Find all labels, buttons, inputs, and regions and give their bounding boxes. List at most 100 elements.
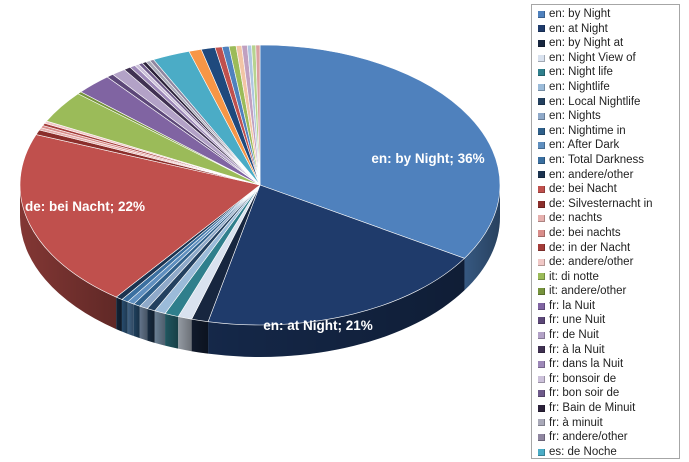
legend-swatch	[538, 346, 545, 354]
legend-item: en: Total Darkness	[534, 153, 679, 168]
pie-slice-slice-12	[19, 134, 261, 298]
legend-swatch	[538, 83, 545, 91]
legend-label: fr: à la Nuit	[549, 343, 605, 356]
legend-item: fr: bonsoir de	[534, 372, 679, 387]
legend-swatch	[538, 361, 545, 369]
legend-label: de: in der Nacht	[549, 241, 631, 254]
legend-swatch	[538, 448, 545, 456]
pie-side-shade-slice-9	[127, 301, 134, 337]
legend-label: en: Nightime in	[549, 124, 626, 137]
pie-chart-svg: en: by Night; 36% en: at Night; 21% de: be…	[19, 44, 501, 357]
legend-swatch	[538, 25, 545, 33]
legend-item: en: by Night at	[534, 36, 679, 51]
legend-swatch	[538, 419, 545, 427]
pie-side-shade-slice-5	[154, 310, 166, 346]
pie-side-shade-slice-11	[116, 297, 122, 332]
legend-swatch	[538, 375, 545, 383]
legend-item: fr: dans la Nuit	[534, 357, 679, 372]
legend-label: de: nachts	[549, 212, 603, 225]
legend: en: by Night en: at Night en: by Night at e…	[531, 4, 680, 459]
legend-label: es: de Noche	[549, 445, 617, 458]
legend-label: fr: la Nuit	[549, 299, 596, 312]
pie-side-shade-slice-12	[20, 185, 117, 330]
legend-item: fr: bon soir de	[534, 386, 679, 401]
legend-item: fr: la Nuit	[534, 299, 679, 314]
legend-label: it: andere/other	[549, 285, 627, 298]
pie-side-shade-slice-4	[165, 313, 179, 349]
legend-label: de: bei nachts	[549, 226, 621, 239]
legend-item: en: After Dark	[534, 138, 679, 153]
legend-swatch	[538, 331, 545, 339]
legend-item: de: bei nachts	[534, 226, 679, 241]
legend-item: fr: à minuit	[534, 416, 679, 431]
legend-label: en: by Night at	[549, 37, 624, 50]
pie-side-shade-slice-8	[133, 304, 140, 339]
legend-item: fr: à la Nuit	[534, 343, 679, 358]
legend-swatch	[538, 10, 545, 18]
pie-slice-slice-1	[207, 184, 466, 326]
legend-item: en: Night life	[534, 65, 679, 80]
legend-label: en: Night View of	[549, 51, 636, 64]
pie-side-walls	[20, 185, 500, 357]
legend-label: fr: bonsoir de	[549, 372, 617, 385]
legend-label: en: by Night	[549, 8, 611, 20]
legend-item: de: andere/other	[534, 255, 679, 270]
legend-label: en: Nightlife	[549, 80, 610, 93]
legend-swatch	[538, 127, 545, 135]
legend-item: en: andere/other	[534, 168, 679, 183]
legend-label: fr: à minuit	[549, 416, 603, 429]
pie-side-shade-slice-2	[191, 319, 209, 354]
legend-label: fr: andere/other	[549, 431, 628, 444]
legend-label: en: at Night	[549, 22, 608, 35]
legend-label: en: Total Darkness	[549, 153, 645, 166]
legend-label: fr: bon soir de	[549, 387, 620, 400]
legend-label: de: andere/other	[549, 256, 634, 269]
legend-label: de: Silvesternacht in	[549, 197, 653, 210]
legend-swatch	[538, 171, 545, 179]
legend-item: de: bei Nacht	[534, 182, 679, 197]
legend-item: en: by Night	[534, 7, 679, 22]
legend-swatch	[538, 258, 545, 266]
pie-side-shade-slice-3	[178, 316, 192, 352]
legend-label: en: Local Nightlife	[549, 95, 641, 108]
legend-swatch	[538, 390, 545, 398]
legend-swatch	[538, 244, 545, 252]
pie-side-shade-slice-6	[147, 308, 155, 343]
legend-swatch	[538, 142, 545, 150]
legend-item: en: Nightlife	[534, 80, 679, 95]
legend-item: en: Nightime in	[534, 124, 679, 139]
legend-swatch	[538, 54, 545, 62]
legend-label: fr: dans la Nuit	[549, 358, 624, 371]
legend-swatch	[538, 185, 545, 193]
legend-swatch	[538, 317, 545, 325]
legend-label: fr: Bain de Minuit	[549, 402, 636, 415]
legend-item: en: Local Nightlife	[534, 95, 679, 110]
legend-item: fr: une Nuit	[534, 313, 679, 328]
legend-item: fr: Bain de Minuit	[534, 401, 679, 416]
legend-label: it: di notte	[549, 270, 599, 283]
pie-slice-slice-0	[259, 44, 501, 259]
legend-swatch	[538, 288, 545, 296]
data-label-0: en: by Night; 36%	[371, 151, 484, 166]
legend-item: it: andere/other	[534, 284, 679, 299]
pie-side-shade-slice-10	[121, 299, 128, 334]
pie-top-face	[19, 44, 501, 326]
legend-label: fr: de Nuit	[549, 329, 599, 342]
data-label-2: de: bei Nacht; 22%	[25, 199, 145, 214]
legend-label: en: Nights	[549, 110, 601, 123]
legend-swatch	[538, 302, 545, 310]
legend-swatch	[538, 229, 545, 237]
legend-item: de: Silvesternacht in	[534, 197, 679, 212]
legend-swatch	[538, 156, 545, 164]
legend-item: de: in der Nacht	[534, 241, 679, 256]
legend-swatch	[538, 434, 545, 442]
legend-label: en: After Dark	[549, 139, 620, 152]
pie-slice-extra-9	[255, 44, 261, 186]
legend-item: de: nachts	[534, 211, 679, 226]
legend-item: en: Nights	[534, 109, 679, 124]
pie-side-shade-slice-0	[464, 185, 500, 291]
legend-item: fr: de Nuit	[534, 328, 679, 343]
legend-item: it: di notte	[534, 270, 679, 285]
legend-label: en: Night life	[549, 66, 613, 79]
legend-label: de: bei Nacht	[549, 183, 617, 196]
